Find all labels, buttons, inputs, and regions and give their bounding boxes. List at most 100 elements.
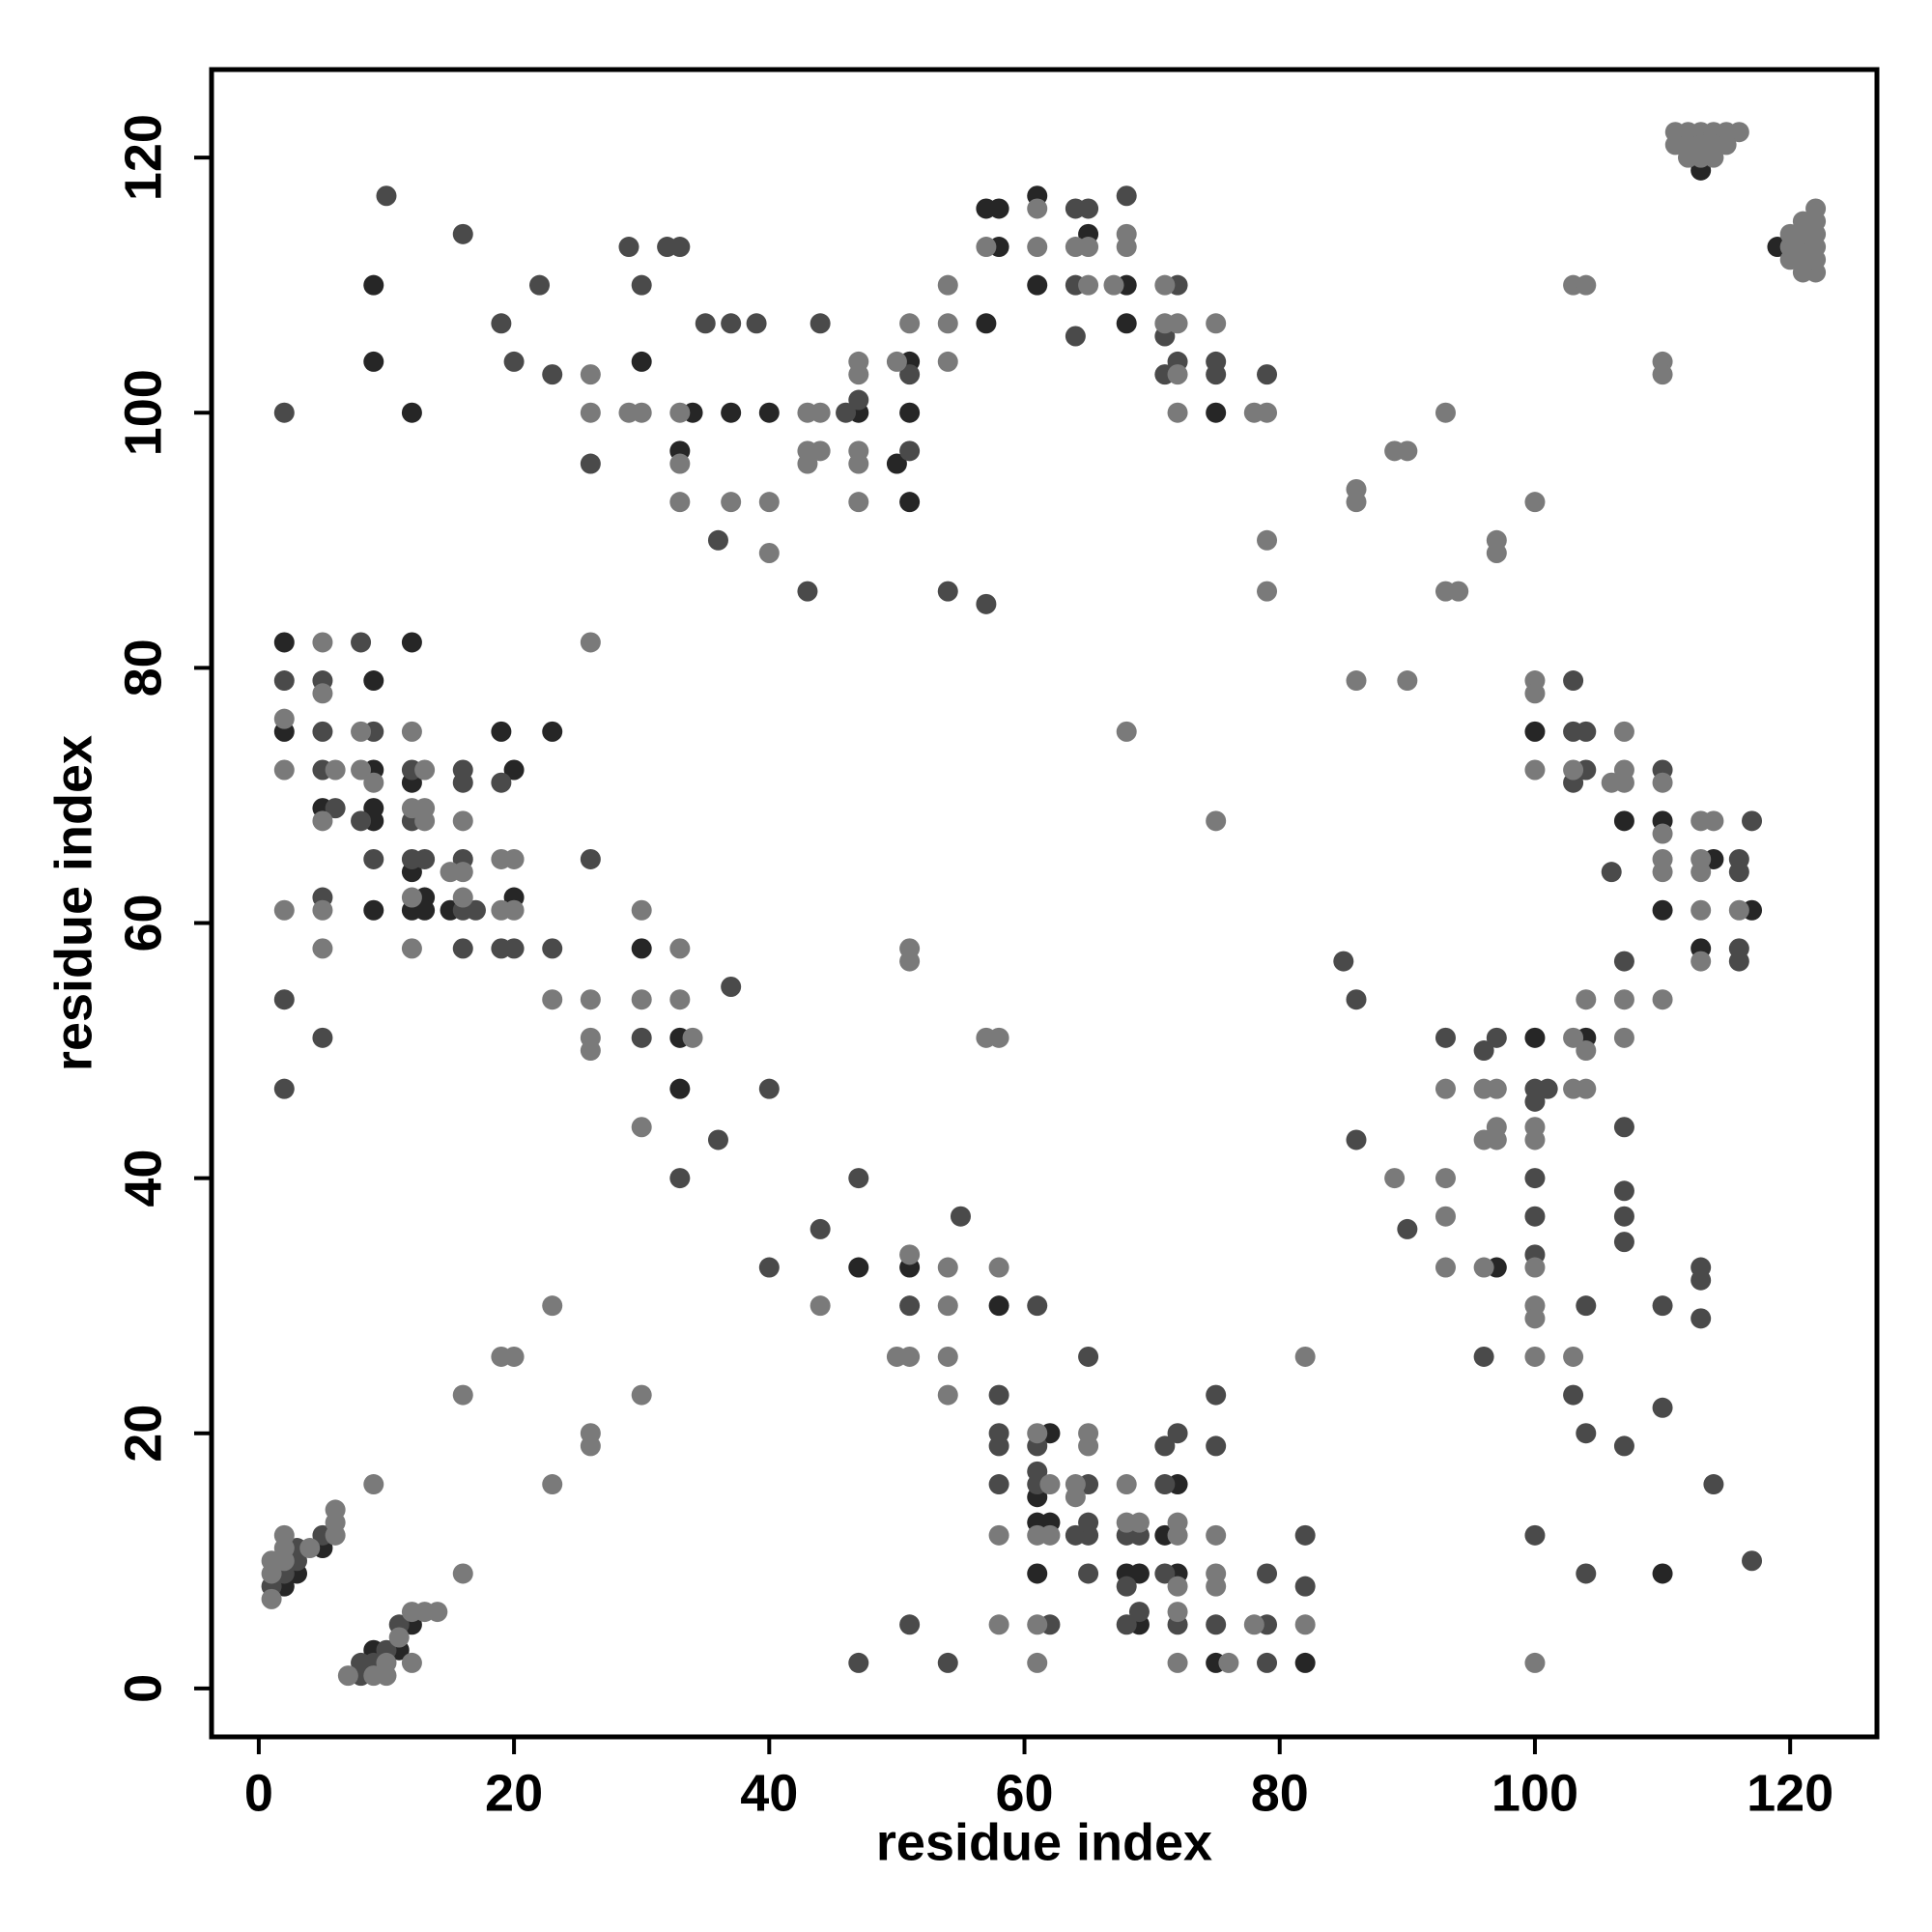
point [797, 453, 818, 474]
point [631, 938, 652, 959]
point [1524, 1308, 1546, 1329]
point [1652, 899, 1673, 921]
point [1294, 1576, 1316, 1597]
point [746, 313, 767, 334]
point [401, 721, 422, 742]
point [351, 810, 372, 832]
point [273, 759, 295, 781]
point [758, 543, 780, 564]
x-tick-label: 100 [1492, 1764, 1578, 1822]
point [1039, 1474, 1061, 1495]
point [1703, 147, 1724, 168]
point [1078, 1435, 1099, 1457]
x-tick-label: 0 [244, 1764, 273, 1822]
x-tick-label: 80 [1251, 1764, 1309, 1822]
point [631, 989, 652, 1010]
point [312, 899, 333, 921]
point [542, 721, 563, 742]
point [810, 1218, 831, 1239]
point [1486, 1129, 1507, 1151]
point [452, 223, 473, 244]
point [580, 989, 601, 1010]
point [1027, 1614, 1048, 1635]
point [363, 772, 384, 793]
point [1473, 1346, 1494, 1367]
point [452, 1384, 473, 1406]
point [363, 670, 384, 692]
point [1728, 951, 1749, 972]
point [899, 1295, 921, 1317]
point [1576, 721, 1597, 742]
point [758, 402, 780, 423]
point [1524, 1524, 1546, 1546]
x-tick-label: 40 [740, 1764, 798, 1822]
point [1524, 683, 1546, 704]
point [758, 1257, 780, 1278]
point [1103, 274, 1124, 296]
point [1435, 1206, 1456, 1227]
point [1027, 198, 1048, 219]
point [669, 1168, 691, 1189]
point [1576, 1423, 1597, 1444]
point [669, 492, 691, 513]
point [631, 274, 652, 296]
point [1078, 198, 1099, 219]
point [1154, 1435, 1176, 1457]
point [810, 440, 831, 462]
point [937, 1652, 958, 1673]
point [1524, 1027, 1546, 1048]
point [848, 492, 869, 513]
point [1294, 1614, 1316, 1635]
point [351, 721, 372, 742]
point [848, 389, 869, 411]
point [937, 1295, 958, 1317]
point [503, 938, 525, 959]
point [491, 772, 512, 793]
point [580, 402, 601, 423]
point [363, 848, 384, 869]
point [1206, 1384, 1227, 1406]
point [1078, 1512, 1099, 1533]
point [312, 721, 333, 742]
point [1576, 1040, 1597, 1062]
point [1576, 274, 1597, 296]
point [937, 351, 958, 372]
point [1167, 402, 1188, 423]
point [1218, 1652, 1239, 1673]
point [886, 453, 907, 474]
point [1576, 1563, 1597, 1584]
point [427, 1602, 448, 1623]
point [1346, 989, 1367, 1010]
point [1652, 989, 1673, 1010]
point [1524, 1257, 1546, 1278]
point [452, 938, 473, 959]
point [312, 1027, 333, 1048]
point [1167, 364, 1188, 385]
x-tick-label: 20 [485, 1764, 543, 1822]
point [273, 402, 295, 423]
point [721, 313, 742, 334]
point [363, 351, 384, 372]
point [1116, 237, 1137, 258]
point [1652, 823, 1673, 844]
point [325, 1499, 346, 1520]
point [1206, 1524, 1227, 1546]
point [1613, 951, 1634, 972]
point [669, 402, 691, 423]
point [669, 237, 691, 258]
point [503, 899, 525, 921]
point [1206, 810, 1227, 832]
point [988, 1474, 1009, 1495]
point [1652, 862, 1673, 883]
point [1473, 1040, 1494, 1062]
point [299, 1538, 321, 1559]
point [1206, 1576, 1227, 1597]
point [1563, 1346, 1584, 1367]
point [976, 593, 997, 614]
point [1690, 951, 1712, 972]
point [1613, 810, 1634, 832]
point [452, 1563, 473, 1584]
point [580, 453, 601, 474]
